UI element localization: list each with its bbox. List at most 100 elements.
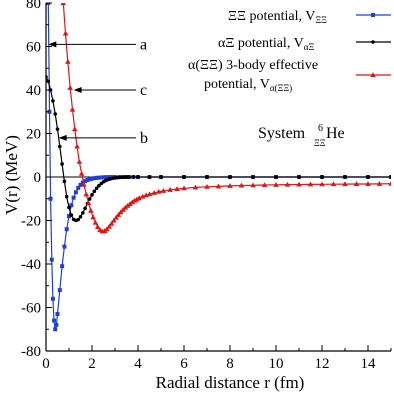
data-point [284, 181, 291, 187]
legend-marker [371, 40, 375, 44]
x-tick-label: 14 [361, 356, 377, 372]
data-point [228, 175, 232, 179]
data-point [92, 176, 97, 181]
data-point [330, 181, 337, 187]
data-point [90, 193, 94, 197]
data-point [139, 193, 146, 199]
legend: ΞΞ potential, VΞΞ αΞ potential, VαΞ α(ΞΞ) … [188, 9, 391, 93]
data-point [74, 143, 80, 149]
data-point [127, 175, 131, 179]
data-point [319, 181, 325, 187]
data-point [111, 217, 117, 223]
data-point [67, 205, 71, 210]
data-point [55, 312, 60, 317]
data-point [159, 175, 163, 179]
tick-layer: 0 2 4 6 8 10 12 14 80 60 40 20 0 -20 -40 -60 -80 [21, 0, 392, 372]
data-point [131, 175, 136, 179]
data-point [129, 199, 136, 205]
data-point [88, 207, 94, 213]
data-point [94, 224, 101, 230]
data-point [174, 186, 180, 191]
data-point [147, 175, 152, 179]
x-tick-label: 4 [134, 356, 142, 372]
data-point [376, 181, 383, 186]
annotation-label: c [140, 82, 147, 99]
data-point [49, 257, 54, 262]
data-point [85, 178, 90, 183]
data-point [151, 190, 157, 195]
data-point [160, 188, 167, 193]
data-point [78, 215, 83, 219]
y-tick-label: 40 [26, 83, 41, 99]
legend-marker [370, 72, 376, 77]
data-point [58, 144, 62, 149]
data-point [78, 170, 85, 176]
x-tick-label: 10 [269, 356, 284, 372]
data-point [204, 183, 210, 189]
data-point [205, 175, 209, 179]
data-point [101, 175, 106, 180]
data-point [182, 175, 186, 179]
data-point [50, 296, 55, 301]
annotation-label: a [140, 36, 147, 53]
data-point [181, 185, 187, 191]
data-point [192, 184, 199, 190]
system-nucleus: He [326, 125, 345, 142]
series-1 [46, 75, 391, 223]
data-point [71, 195, 76, 200]
data-point [64, 227, 69, 232]
data-point [62, 179, 67, 184]
data-point [251, 175, 255, 179]
data-point [274, 175, 278, 179]
data-point [69, 106, 76, 112]
data-point [76, 217, 80, 222]
legend-entry-1: αΞ potential, VαΞ [218, 36, 391, 52]
legend-label: ΞΞ potential, VΞΞ [228, 9, 327, 25]
data-point [104, 226, 110, 232]
data-point [48, 196, 53, 201]
x-tick-label: 8 [226, 356, 234, 372]
data-point [215, 183, 222, 189]
data-point [52, 318, 57, 323]
data-point [76, 158, 83, 164]
series-line-1 [46, 76, 391, 222]
y-tick-label: 20 [26, 127, 41, 143]
data-point [54, 322, 59, 327]
x-tick-label: 2 [88, 356, 96, 372]
data-point [115, 212, 122, 217]
data-point [136, 175, 140, 179]
series-2 [60, 3, 391, 234]
data-point [307, 181, 314, 187]
data-point [62, 244, 67, 249]
data-point [46, 79, 51, 84]
data-point [60, 162, 64, 166]
data-point [76, 185, 81, 190]
arrow-head-icon [48, 41, 57, 48]
data-point [67, 214, 71, 219]
y-tick-label: -20 [21, 214, 41, 230]
legend-label: αΞ potential, VαΞ [218, 36, 314, 52]
data-point [73, 190, 78, 195]
data-point [343, 175, 347, 179]
data-point [60, 3, 67, 5]
annotation-label: b [140, 130, 148, 147]
data-point [320, 175, 324, 179]
y-tick-label: 60 [26, 40, 41, 56]
legend-entry-0: ΞΞ potential, VΞΞ [228, 9, 391, 25]
data-point [62, 30, 69, 36]
data-point [273, 182, 279, 187]
data-point [80, 180, 85, 185]
y-axis-label: V(r) (MeV) [2, 135, 21, 215]
y-tick-label: -80 [21, 344, 41, 360]
data-point [87, 197, 92, 201]
data-point [113, 214, 119, 220]
data-point [53, 112, 57, 116]
data-point [46, 3, 51, 5]
series-layer [46, 3, 391, 332]
data-point [87, 177, 92, 182]
data-point [103, 175, 108, 180]
data-point [83, 191, 90, 197]
data-point [94, 186, 99, 191]
system-subscript: ΞΞ [314, 138, 326, 148]
